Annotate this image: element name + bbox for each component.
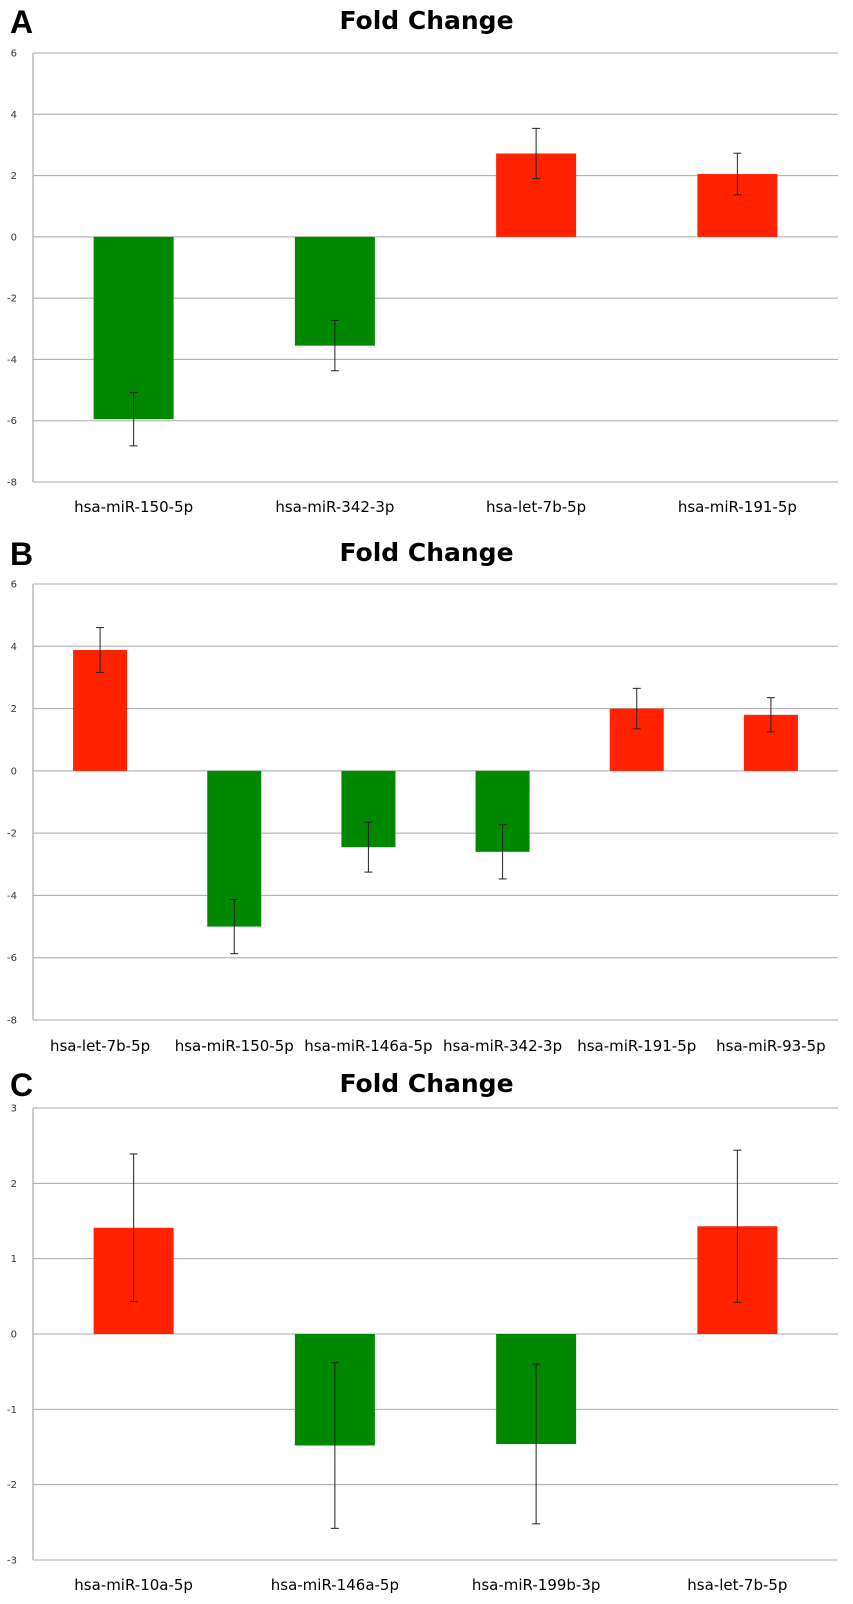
error-bar-b xyxy=(498,824,507,880)
y-tick-label-a: -8 xyxy=(7,478,17,489)
x-tick-label-c: hsa-miR-10a-5p xyxy=(74,1576,193,1594)
error-bar-c xyxy=(733,1149,742,1303)
error-bar-b xyxy=(230,898,239,955)
x-tick-label-b: hsa-miR-342-3p xyxy=(443,1037,562,1055)
y-tick-label-a: 6 xyxy=(11,49,17,60)
error-bar-a xyxy=(129,392,138,447)
chart-c: -3 -2 -1 0 1 2 3 hsa-miR-10a-5p hsa-miR-146a-5p h… xyxy=(7,1104,838,1594)
chart-title-b: Fold Change xyxy=(339,538,514,567)
error-bar-a xyxy=(733,152,742,196)
error-bar-b xyxy=(632,687,641,730)
y-tick-label-a: 2 xyxy=(11,171,17,182)
y-tick-label-a: -6 xyxy=(7,416,17,427)
bar-a xyxy=(93,236,174,420)
x-tick-label-c: hsa-let-7b-5p xyxy=(687,1576,787,1594)
y-tick-label-c: -2 xyxy=(7,1480,17,1491)
chart-title-a: Fold Change xyxy=(339,6,514,35)
chart-title-c: Fold Change xyxy=(339,1069,514,1098)
y-tick-label-b: 2 xyxy=(11,704,17,715)
y-tick-label-b: -8 xyxy=(7,1016,17,1027)
chart-b: -8 -6 -4 -2 0 2 4 6 hsa-let-7b-5p hsa-miR-150-5p h… xyxy=(7,580,838,1055)
x-tick-label-b: hsa-miR-191-5p xyxy=(577,1037,696,1055)
x-tick-label-b: hsa-miR-150-5p xyxy=(175,1037,294,1055)
y-tick-label-c: -1 xyxy=(7,1405,17,1416)
y-tick-label-a: 0 xyxy=(11,232,17,243)
error-bar-c xyxy=(129,1153,138,1303)
y-tick-label-b: 4 xyxy=(11,642,17,653)
y-tick-label-c: 2 xyxy=(11,1179,17,1190)
y-tick-label-a: -4 xyxy=(7,355,17,366)
y-tick-label-a: -2 xyxy=(7,294,17,305)
y-tick-label-b: -6 xyxy=(7,953,17,964)
y-tick-label-b: 6 xyxy=(11,580,17,591)
y-tick-label-b: -2 xyxy=(7,829,17,840)
y-tick-label-c: 3 xyxy=(11,1104,17,1115)
x-tick-label-b: hsa-miR-93-5p xyxy=(716,1037,826,1055)
error-bar-b xyxy=(364,821,373,873)
x-tick-label-c: hsa-miR-199b-3p xyxy=(472,1576,601,1594)
error-bar-a xyxy=(532,127,541,180)
x-tick-label-a: hsa-let-7b-5p xyxy=(486,498,586,516)
y-tick-label-c: 0 xyxy=(11,1330,17,1341)
y-tick-label-c: 1 xyxy=(11,1254,17,1265)
y-tick-label-b: -4 xyxy=(7,891,17,902)
x-tick-label-b: hsa-let-7b-5p xyxy=(50,1037,150,1055)
x-tick-label-a: hsa-miR-150-5p xyxy=(74,498,193,516)
x-tick-label-b: hsa-miR-146a-5p xyxy=(304,1037,432,1055)
error-bar-c xyxy=(532,1363,541,1525)
y-tick-label-b: 0 xyxy=(11,766,17,777)
error-bar-a xyxy=(330,320,339,372)
error-bar-c xyxy=(330,1362,339,1529)
x-tick-label-a: hsa-miR-191-5p xyxy=(678,498,797,516)
chart-a: -8 -6 -4 -2 0 2 4 6 hsa-miR-150-5p hsa-miR-342-3p… xyxy=(7,49,838,516)
x-tick-label-a: hsa-miR-342-3p xyxy=(275,498,394,516)
panel-a: -8 -6 -4 -2 0 2 4 6 hsa-miR-150-5p hsa-miR-342-3p… xyxy=(0,0,853,532)
panel-b: -8 -6 -4 -2 0 2 4 6 hsa-let-7b-5p hsa-miR-150-5p h… xyxy=(0,532,853,1063)
panel-letter-b: B xyxy=(10,536,34,572)
error-bar-b xyxy=(96,627,105,673)
y-tick-label-c: -3 xyxy=(7,1556,17,1567)
panel-letter-c: C xyxy=(10,1067,34,1103)
y-tick-label-a: 4 xyxy=(11,110,17,121)
panel-c: -3 -2 -1 0 1 2 3 hsa-miR-10a-5p hsa-miR-146a-5p h… xyxy=(0,1063,853,1604)
error-bar-b xyxy=(766,697,775,733)
panel-letter-a: A xyxy=(10,4,34,40)
x-tick-label-c: hsa-miR-146a-5p xyxy=(271,1576,399,1594)
